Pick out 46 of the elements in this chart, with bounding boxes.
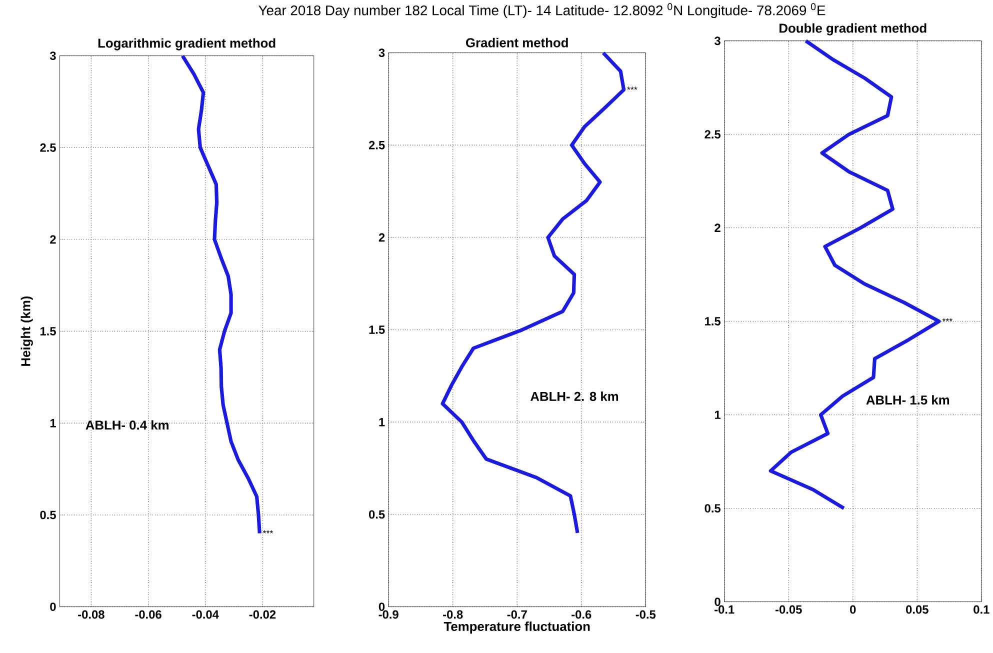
y-tick-label: 1 (379, 418, 385, 426)
y-tick-label: 0.5 (704, 504, 721, 513)
y-tick-label: 2 (378, 233, 385, 242)
line-series (440, 51, 626, 535)
y-tick-label: 1.5 (705, 317, 721, 326)
y-tick-label: 2 (50, 235, 56, 244)
y-tick-label: 1 (714, 410, 721, 420)
y-tick-label: 0.5 (368, 510, 385, 519)
y-tick-label: 1 (50, 419, 56, 428)
y-axis-title: Height (km) (20, 296, 33, 366)
y-tick-label: 2.5 (40, 144, 56, 152)
annotation: *** (942, 318, 952, 322)
annotation: ABLH- 0.4 km (86, 420, 168, 430)
chart-subtitle: Year 2018 Day number 182 Local Time (LT)- 14 Latitude- 12.8092 $^{0}$N Longitude- 78.2069 $^{0}$E (258, 3, 826, 18)
x-tick-label: -0.08 (78, 610, 104, 619)
x-axis-title: Temperature fluctuation (444, 622, 590, 634)
x-tick-label: -0.06 (135, 610, 162, 619)
chart-title: Gradient method (466, 38, 568, 48)
x-tick-label: -0.5 (636, 610, 656, 619)
y-tick-label: 0 (714, 598, 720, 606)
y-tick-label: 2 (714, 224, 720, 232)
x-tick-label: 0.05 (906, 605, 928, 614)
x-tick-label: -0.05 (776, 605, 802, 614)
x-tick-label: -0.1 (714, 605, 734, 614)
y-tick-label: 2.5 (704, 130, 721, 139)
x-tick-label: -0.9 (378, 610, 398, 619)
annotation: ABLH- 2. 8 km (530, 392, 618, 402)
annotation: ABLH- 1.5 km (866, 395, 950, 405)
x-tick-label: 0.1 (974, 605, 990, 614)
y-tick-label: 3 (714, 36, 720, 46)
y-tick-label: 3 (50, 52, 56, 60)
y-tick-label: 3 (378, 48, 385, 58)
y-tick-label: 1.5 (40, 327, 56, 336)
annotation: *** (262, 530, 274, 534)
x-tick-label: 0 (850, 605, 856, 614)
y-tick-label: 2.5 (368, 141, 385, 150)
x-tick-label: -0.7 (507, 610, 527, 619)
x-tick-label: -0.02 (249, 610, 276, 619)
x-tick-label: -0.8 (443, 610, 463, 619)
x-tick-label: -0.6 (572, 610, 592, 619)
y-tick-label: 1.5 (369, 326, 385, 334)
y-tick-label: 0.5 (40, 510, 56, 520)
chart-title: Double gradient method (780, 23, 926, 36)
annotation: *** (627, 86, 638, 90)
chart-title: Logarithmic gradient method (98, 38, 276, 51)
x-tick-label: -0.04 (192, 610, 219, 619)
